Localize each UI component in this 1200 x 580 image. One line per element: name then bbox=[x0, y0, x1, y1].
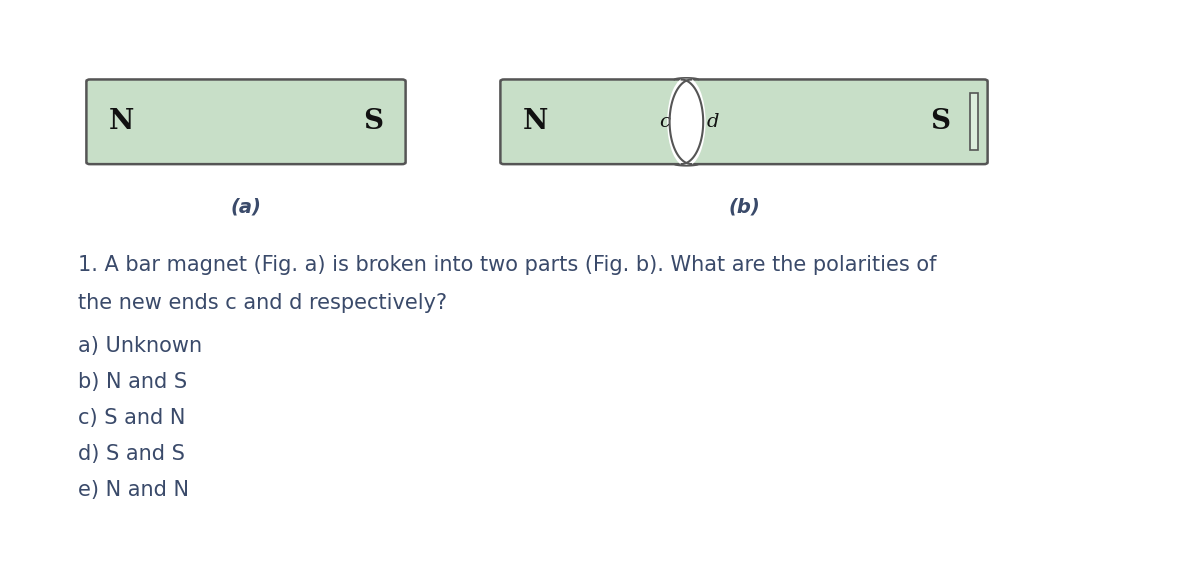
Text: c) S and N: c) S and N bbox=[78, 408, 185, 428]
Bar bbox=[970, 93, 978, 150]
FancyBboxPatch shape bbox=[689, 79, 988, 164]
FancyBboxPatch shape bbox=[86, 79, 406, 164]
Text: a) Unknown: a) Unknown bbox=[78, 336, 202, 356]
Text: N: N bbox=[109, 108, 134, 135]
Text: d) S and S: d) S and S bbox=[78, 444, 185, 464]
Ellipse shape bbox=[667, 77, 706, 166]
Text: S: S bbox=[362, 108, 383, 135]
Text: the new ends c and d respectively?: the new ends c and d respectively? bbox=[78, 293, 448, 313]
Text: (a): (a) bbox=[230, 197, 262, 216]
Text: b) N and S: b) N and S bbox=[78, 372, 187, 392]
Text: c: c bbox=[659, 113, 671, 131]
Text: d: d bbox=[707, 113, 719, 131]
Text: N: N bbox=[523, 108, 548, 135]
Text: (b): (b) bbox=[728, 197, 760, 216]
FancyBboxPatch shape bbox=[500, 79, 684, 164]
Text: e) N and N: e) N and N bbox=[78, 480, 190, 500]
Text: S: S bbox=[930, 108, 950, 135]
Text: 1. A bar magnet (Fig. a) is broken into two parts (Fig. b). What are the polarit: 1. A bar magnet (Fig. a) is broken into … bbox=[78, 255, 936, 275]
